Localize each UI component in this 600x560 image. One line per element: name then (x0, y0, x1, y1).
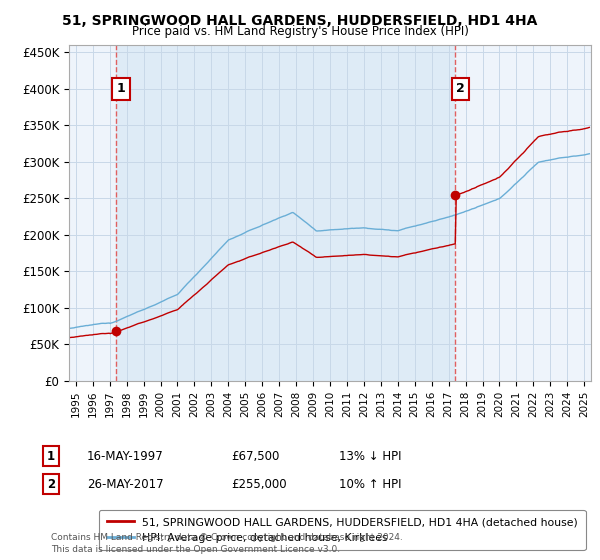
Text: 1: 1 (47, 450, 55, 463)
Text: 26-MAY-2017: 26-MAY-2017 (87, 478, 164, 491)
Text: 2: 2 (456, 82, 465, 95)
Text: 16-MAY-1997: 16-MAY-1997 (87, 450, 164, 463)
Text: 1: 1 (117, 82, 125, 95)
Text: 51, SPRINGWOOD HALL GARDENS, HUDDERSFIELD, HD1 4HA: 51, SPRINGWOOD HALL GARDENS, HUDDERSFIEL… (62, 14, 538, 28)
Text: Contains HM Land Registry data © Crown copyright and database right 2024.
This d: Contains HM Land Registry data © Crown c… (51, 533, 403, 554)
Text: 2: 2 (47, 478, 55, 491)
Text: 10% ↑ HPI: 10% ↑ HPI (339, 478, 401, 491)
Text: Price paid vs. HM Land Registry's House Price Index (HPI): Price paid vs. HM Land Registry's House … (131, 25, 469, 38)
Legend: 51, SPRINGWOOD HALL GARDENS, HUDDERSFIELD, HD1 4HA (detached house), HPI: Averag: 51, SPRINGWOOD HALL GARDENS, HUDDERSFIEL… (99, 510, 586, 550)
Text: 13% ↓ HPI: 13% ↓ HPI (339, 450, 401, 463)
Text: £67,500: £67,500 (231, 450, 280, 463)
Bar (116, 45, 455, 381)
Text: £255,000: £255,000 (231, 478, 287, 491)
